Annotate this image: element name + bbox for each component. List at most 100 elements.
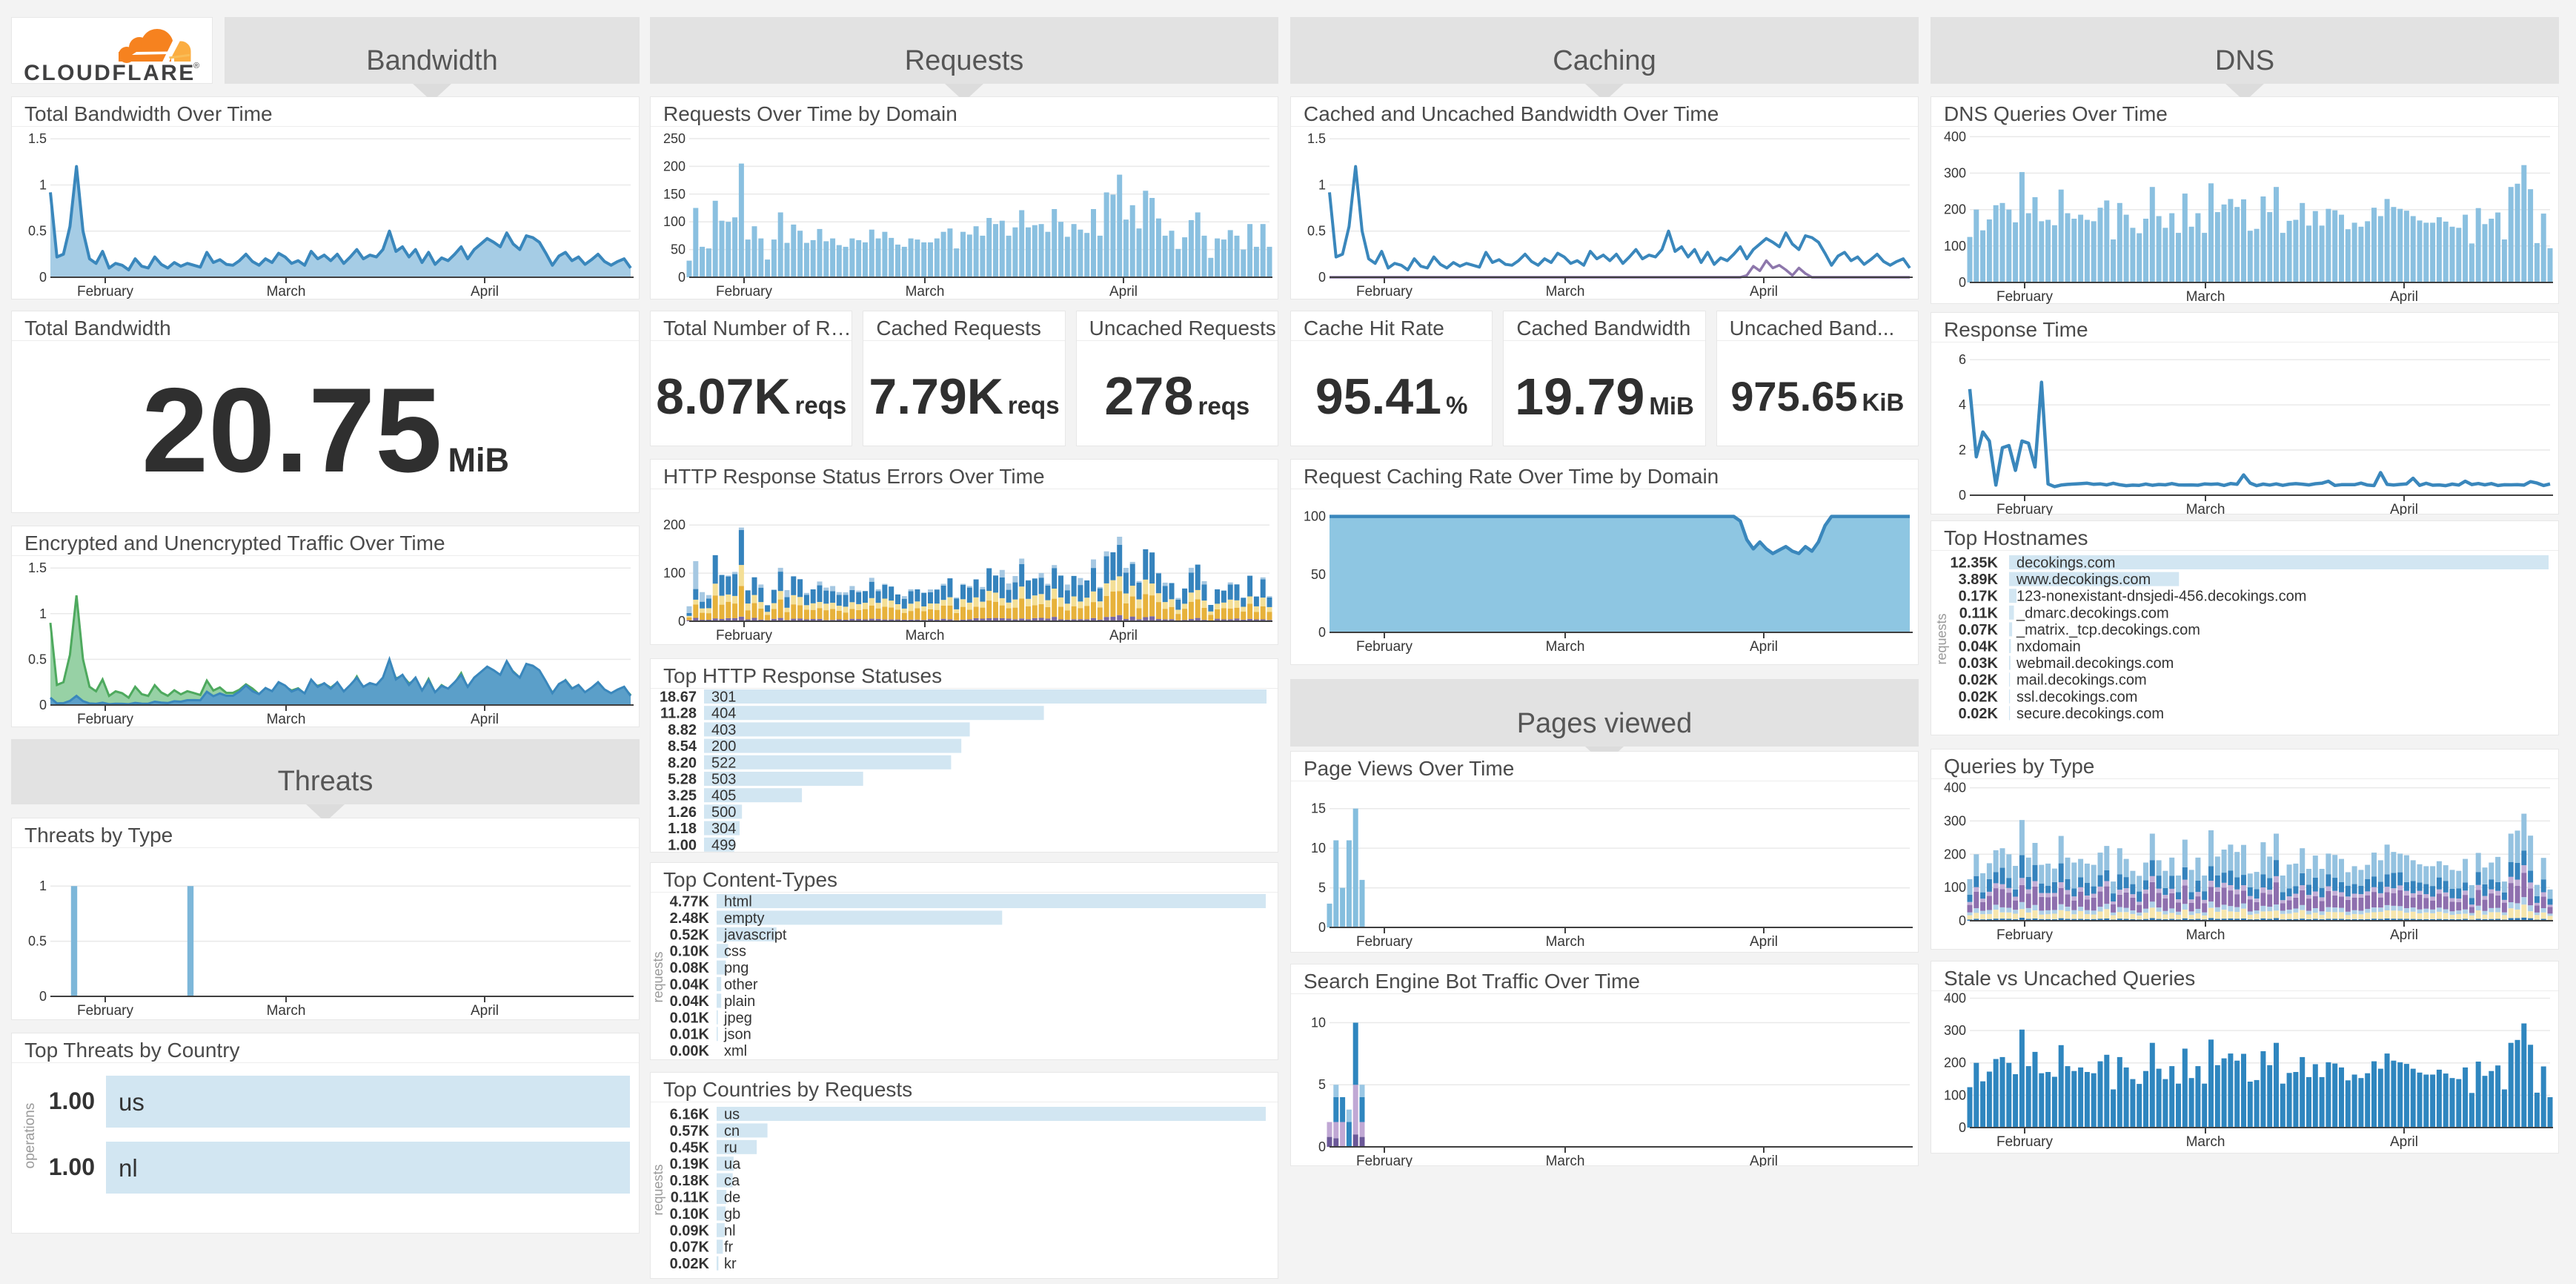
svg-text:5: 5: [1318, 881, 1326, 896]
svg-text:300: 300: [1944, 1023, 1966, 1038]
svg-text:200: 200: [663, 517, 686, 532]
svg-text:February: February: [1356, 284, 1413, 300]
svg-text:0: 0: [1959, 488, 1966, 503]
svg-text:100: 100: [663, 214, 686, 229]
svg-text:0.57K: 0.57K: [670, 1123, 710, 1139]
svg-text:April: April: [2390, 927, 2418, 943]
svg-text:1.5: 1.5: [1307, 131, 1326, 146]
svg-text:secure.decokings.com: secure.decokings.com: [2016, 706, 2164, 722]
svg-text:0.04K: 0.04K: [670, 993, 710, 1010]
svg-text:522: 522: [711, 755, 736, 771]
svg-text:0.02K: 0.02K: [670, 1256, 710, 1272]
svg-text:0.18K: 0.18K: [670, 1173, 710, 1189]
svg-text:0: 0: [1318, 270, 1326, 285]
svg-text:April: April: [1109, 628, 1138, 643]
svg-text:0.02K: 0.02K: [1959, 689, 1999, 705]
svg-text:April: April: [471, 284, 499, 300]
svg-text:150: 150: [663, 187, 686, 202]
svg-text:February: February: [77, 1003, 134, 1019]
svg-text:0.5: 0.5: [1307, 224, 1326, 239]
svg-text:_dmarc.decokings.com: _dmarc.decokings.com: [2016, 605, 2169, 621]
svg-text:CLOUDFLARE: CLOUDFLARE: [24, 61, 196, 85]
svg-text:100: 100: [1944, 880, 1966, 895]
svg-text:ua: ua: [724, 1156, 741, 1173]
svg-text:200: 200: [663, 159, 686, 173]
svg-text:April: April: [471, 712, 499, 727]
svg-text:405: 405: [711, 788, 736, 804]
svg-text:300: 300: [1944, 166, 1966, 181]
svg-text:0.07K: 0.07K: [670, 1240, 710, 1256]
svg-text:February: February: [1996, 289, 2054, 305]
svg-text:®: ®: [193, 62, 199, 70]
svg-text:February: February: [1356, 639, 1413, 655]
svg-text:ca: ca: [724, 1173, 740, 1189]
svg-text:March: March: [1546, 934, 1585, 950]
svg-text:503: 503: [711, 772, 736, 788]
svg-text:8.82: 8.82: [668, 722, 697, 738]
svg-text:February: February: [77, 284, 134, 300]
svg-text:0.10K: 0.10K: [670, 1206, 710, 1222]
svg-text:500: 500: [711, 804, 736, 821]
svg-text:0.11K: 0.11K: [671, 1190, 710, 1206]
svg-text:5.28: 5.28: [668, 772, 697, 788]
svg-text:plain: plain: [724, 993, 755, 1010]
svg-text:0.5: 0.5: [28, 934, 47, 949]
svg-text:0.02K: 0.02K: [1959, 672, 1999, 689]
svg-text:April: April: [1750, 934, 1778, 950]
svg-text:February: February: [1356, 1154, 1413, 1167]
svg-text:March: March: [1546, 1154, 1585, 1167]
svg-text:0.01K: 0.01K: [670, 1010, 710, 1026]
svg-text:100: 100: [1304, 509, 1326, 524]
svg-text:10: 10: [1311, 1016, 1326, 1030]
svg-text:April: April: [1109, 284, 1138, 300]
svg-text:de: de: [724, 1190, 740, 1206]
svg-text:0: 0: [39, 989, 47, 1004]
svg-text:100: 100: [1944, 1088, 1966, 1102]
svg-text:2: 2: [1959, 443, 1966, 457]
svg-text:0.19K: 0.19K: [670, 1156, 710, 1173]
svg-text:other: other: [724, 977, 758, 993]
svg-text:1: 1: [39, 178, 47, 193]
svg-text:mail.decokings.com: mail.decokings.com: [2016, 672, 2147, 689]
svg-text:April: April: [1750, 284, 1778, 300]
svg-text:April: April: [1750, 639, 1778, 655]
svg-text:0.04K: 0.04K: [1959, 639, 1999, 655]
svg-text:50: 50: [671, 242, 686, 257]
svg-text:requests: requests: [651, 1164, 665, 1215]
svg-text:0.17K: 0.17K: [1959, 589, 1999, 605]
svg-text:1: 1: [39, 878, 47, 893]
svg-text:0: 0: [1318, 625, 1326, 640]
svg-text:png: png: [724, 960, 748, 976]
svg-text:0.5: 0.5: [28, 224, 47, 239]
svg-text:5: 5: [1318, 1077, 1326, 1092]
svg-text:0.52K: 0.52K: [670, 927, 710, 943]
svg-text:nl: nl: [724, 1222, 736, 1239]
svg-text:kr: kr: [724, 1256, 737, 1272]
svg-text:1.00: 1.00: [668, 837, 697, 853]
svg-text:March: March: [2186, 502, 2225, 515]
svg-text:decokings.com: decokings.com: [2016, 555, 2115, 572]
svg-text:1: 1: [39, 606, 47, 621]
svg-text:0: 0: [1318, 920, 1326, 935]
svg-text:February: February: [716, 284, 773, 300]
svg-text:123-nonexistant-dnsjedi-456.de: 123-nonexistant-dnsjedi-456.decokings.co…: [2016, 589, 2306, 605]
svg-text:4.77K: 4.77K: [670, 894, 710, 910]
svg-text:0: 0: [1318, 1139, 1326, 1154]
svg-text:6.16K: 6.16K: [670, 1107, 710, 1123]
svg-text:html: html: [724, 894, 752, 910]
svg-text:15: 15: [1311, 801, 1326, 816]
svg-text:json: json: [723, 1027, 751, 1043]
svg-text:100: 100: [663, 566, 686, 580]
svg-text:March: March: [267, 284, 306, 300]
svg-text:March: March: [267, 1003, 306, 1019]
svg-text:3.89K: 3.89K: [1959, 572, 1999, 588]
svg-text:0.11K: 0.11K: [1959, 605, 1999, 621]
svg-text:4: 4: [1959, 397, 1966, 412]
svg-text:1.00: 1.00: [49, 1088, 95, 1114]
svg-text:1: 1: [1318, 178, 1326, 193]
svg-text:304: 304: [711, 821, 736, 837]
svg-text:0.04K: 0.04K: [670, 977, 710, 993]
svg-text:February: February: [1996, 1134, 2054, 1150]
svg-text:0.02K: 0.02K: [1959, 706, 1999, 722]
svg-text:100: 100: [1944, 239, 1966, 254]
